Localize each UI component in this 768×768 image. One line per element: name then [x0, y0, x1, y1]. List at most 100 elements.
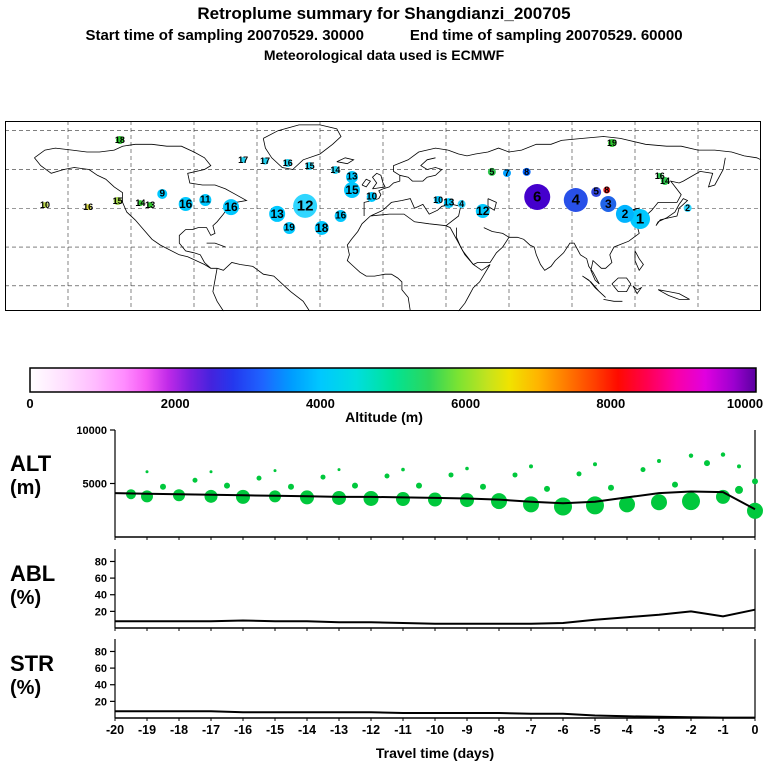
plume-bubble-label: 13 [346, 172, 358, 183]
coastline [509, 236, 600, 285]
altitude-bubble [491, 493, 507, 510]
x-tick-label: -1 [717, 723, 728, 737]
altitude-colorbar: 0 2000 4000 6000 8000 10000 [26, 367, 763, 411]
plume-bubble [344, 181, 361, 198]
figure-header: Retroplume summary for Shangdianzi_20070… [0, 4, 768, 63]
x-tick-label: -9 [461, 723, 472, 737]
x-tick-label: -16 [234, 723, 252, 737]
plume-bubble-label: 14 [330, 165, 340, 175]
met-data-text: Meteorological data used is ECMWF [263, 47, 505, 63]
x-tick-label: -13 [330, 723, 348, 737]
altitude-bubble [173, 489, 185, 502]
plume-bubble [293, 193, 318, 218]
plume-bubble-label: 6 [533, 189, 541, 206]
plume-bubble-label: 16 [335, 211, 347, 222]
altitude-bubble [384, 473, 390, 479]
y-tick-label: 80 [95, 646, 107, 658]
plume-bubble [283, 158, 292, 167]
x-tick-label: -15 [266, 723, 284, 737]
plume-bubble-label: 12 [476, 204, 490, 218]
altitude-bubble [256, 475, 262, 481]
x-tick-label: -5 [589, 723, 600, 737]
plume-bubble [524, 184, 551, 210]
coastline [363, 147, 449, 216]
y-tick-label: 20 [95, 606, 107, 618]
x-tick-label: -10 [426, 723, 444, 737]
y-tick-label: 5000 [83, 479, 107, 491]
plume-bubble [157, 188, 168, 199]
altitude-bubble [737, 464, 741, 469]
altitude-bubble [332, 490, 346, 505]
plume-bubble [683, 204, 692, 213]
x-tick-label: -20 [106, 723, 124, 737]
plume-bubble [223, 199, 240, 216]
altitude-bubble [720, 452, 726, 457]
altitude-bubble [480, 483, 486, 490]
plume-bubble-label: 7 [504, 168, 509, 178]
altitude-bubble [448, 472, 454, 478]
plume-bubble [42, 201, 49, 208]
altitude-bubble [396, 492, 410, 507]
plume-bubble-label: 18 [315, 221, 329, 235]
x-tick-label: -12 [362, 723, 380, 737]
altitude-bubble [672, 481, 678, 488]
plume-bubble [115, 136, 124, 144]
plume-bubble [366, 192, 377, 202]
y-tick-label: 10000 [76, 425, 107, 437]
plume-bubble [603, 186, 611, 194]
altitude-bubble [352, 482, 358, 489]
plume-bubble [314, 220, 329, 235]
coastline [445, 225, 491, 312]
start-time-text: Start time of sampling 20070529. 30000 [85, 27, 364, 44]
plume-bubble-label: 10 [40, 200, 50, 210]
coastline [634, 250, 644, 272]
coastline [456, 227, 510, 265]
plume-bubble-label: 5 [593, 187, 599, 198]
plume-bubble [608, 139, 617, 148]
x-tick-label: 0 [752, 723, 759, 737]
y-tick-label: 60 [95, 573, 107, 585]
plume-bubble-label: 16 [83, 202, 93, 212]
plume-bubble [487, 167, 496, 176]
altitude-bubble [401, 467, 405, 472]
alt-axis-name: ALT [10, 451, 52, 476]
plume-bubble-label: 17 [260, 156, 270, 166]
str-axis-name: STR [10, 651, 54, 676]
plume-bubble [240, 156, 247, 163]
plume-bubble-label: 19 [607, 138, 617, 148]
plume-bubble-label: 16 [655, 171, 665, 181]
altitude-bubble [752, 478, 758, 485]
plume-bubble [85, 204, 92, 211]
plume-bubble-label: 18 [115, 135, 125, 145]
plume-bubble [660, 177, 669, 186]
plume-bubble [615, 204, 634, 223]
str-axis-unit: (%) [10, 677, 42, 699]
plume-bubble-label: 16 [283, 158, 293, 168]
coastline [582, 275, 606, 298]
altitude-bubble [192, 477, 198, 483]
x-tick-label: -6 [557, 723, 568, 737]
coastline [34, 143, 248, 269]
plume-bubble-label: 13 [270, 207, 284, 221]
plume-bubble [113, 196, 122, 205]
xaxis-title: Travel time (days) [375, 745, 495, 761]
x-tick-label: -7 [525, 723, 536, 737]
x-tick-label: -2 [685, 723, 696, 737]
plume-bubble-label: 19 [284, 222, 296, 233]
altitude-bubble [209, 470, 213, 474]
altitude-bubble [160, 483, 166, 490]
altitude-bubble [608, 484, 614, 491]
plume-bubble-label: 4 [572, 192, 581, 209]
plume-bubble-label: 14 [660, 176, 670, 186]
plume-bubble-label: 10 [366, 192, 378, 203]
altitude-bubble [523, 496, 539, 513]
x-tick-label: -11 [394, 723, 411, 737]
plume-bubble [147, 201, 154, 208]
altitude-bubble [619, 496, 635, 513]
y-tick-label: 40 [95, 680, 107, 692]
coastline [632, 285, 643, 295]
plume-bubble [443, 198, 454, 209]
colorbar-gradient [29, 367, 757, 393]
map-border [5, 121, 761, 311]
